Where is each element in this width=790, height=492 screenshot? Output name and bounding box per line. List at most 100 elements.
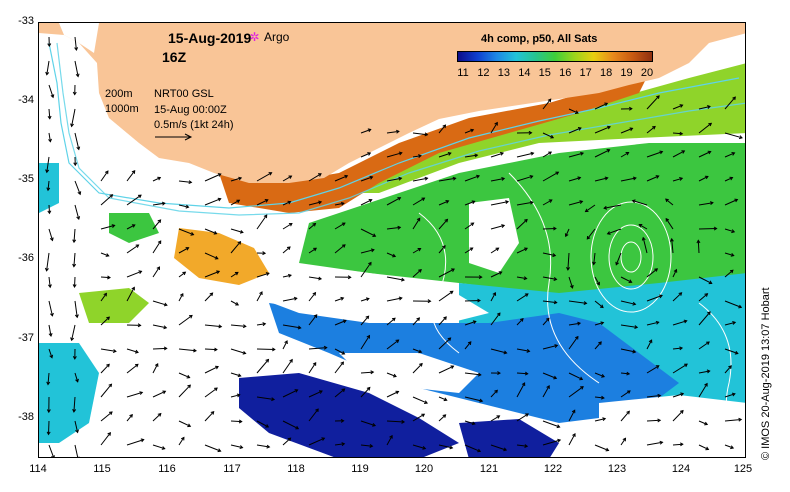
current-vector-head	[313, 314, 318, 318]
current-vector-head	[397, 225, 402, 230]
current-vector-head	[77, 191, 82, 196]
current-vector-head	[707, 150, 712, 155]
current-vector-head	[294, 389, 299, 393]
current-vector	[360, 228, 376, 237]
current-vector	[178, 420, 191, 427]
current-vector-head	[652, 125, 656, 130]
current-vector-head	[471, 200, 476, 205]
current-vector-head	[45, 169, 50, 174]
lon-label: 119	[351, 463, 369, 475]
current-vector-head	[477, 448, 482, 453]
current-vector-head	[604, 176, 609, 181]
current-vector-head	[503, 350, 508, 355]
current-vector-head	[74, 47, 79, 51]
current-vector	[412, 197, 425, 206]
current-vector	[126, 439, 144, 446]
current-vector-head	[530, 151, 535, 156]
current-vector-head	[242, 350, 247, 355]
current-vector	[698, 293, 708, 302]
current-vector-head	[632, 301, 637, 306]
current-vector	[46, 252, 50, 271]
current-vector	[282, 274, 292, 278]
current-vector	[334, 202, 344, 206]
current-vector-head	[529, 175, 534, 179]
current-vector-head	[579, 376, 584, 381]
current-vector-head	[708, 280, 713, 285]
current-vector-head	[577, 127, 582, 131]
current-vector	[672, 363, 688, 374]
current-vector-head	[215, 365, 219, 370]
current-vector-head	[263, 214, 268, 219]
current-vector	[698, 383, 708, 398]
current-vector	[282, 437, 291, 446]
current-vector	[74, 420, 79, 433]
current-vector-head	[140, 438, 145, 443]
current-vector-head	[321, 437, 326, 441]
current-vector-head	[679, 442, 684, 447]
current-vector-head	[236, 199, 241, 204]
current-vector-head	[655, 320, 660, 325]
current-vector	[542, 344, 558, 350]
current-vector	[724, 444, 734, 449]
current-vector-head	[131, 224, 136, 228]
current-vector-head	[503, 447, 508, 452]
current-vector-head	[47, 43, 52, 48]
current-vector-head	[389, 434, 393, 439]
current-vector	[672, 104, 683, 110]
current-vector-head	[521, 382, 526, 387]
current-vector	[73, 252, 76, 267]
current-vector-head	[369, 444, 374, 448]
current-vector-head	[580, 386, 584, 390]
current-vector-head	[75, 429, 79, 434]
current-vector-head	[188, 314, 193, 319]
current-vector-head	[108, 411, 113, 415]
current-vector	[48, 324, 52, 337]
current-vector	[516, 247, 528, 254]
current-vector	[334, 388, 345, 398]
current-vector-head	[566, 266, 571, 271]
lon-label: 117	[223, 463, 241, 475]
current-vector-head	[548, 199, 553, 203]
colorbar-title: 4h comp, p50, All Sats	[481, 33, 598, 45]
current-vector	[724, 365, 732, 374]
current-vector-head	[684, 363, 688, 368]
current-vector	[126, 364, 139, 374]
current-vector	[256, 272, 270, 278]
vector-scale-arrow	[155, 133, 193, 141]
current-vector-head	[131, 170, 136, 174]
current-vector	[74, 132, 80, 150]
vector-scale-label: 0.5m/s (1kt 24h)	[154, 119, 234, 131]
current-vector	[152, 390, 166, 398]
current-vector-head	[596, 281, 600, 286]
current-vector	[308, 437, 325, 446]
current-vector	[464, 320, 476, 326]
current-vector-head	[73, 162, 78, 167]
current-vector-head	[730, 445, 735, 450]
current-vector-head	[340, 296, 345, 301]
current-vector-head	[659, 150, 664, 155]
current-vector	[282, 324, 301, 329]
current-vector	[490, 178, 505, 182]
current-vector-head	[190, 231, 195, 236]
current-vector-head	[524, 371, 529, 376]
current-vector	[126, 194, 142, 206]
current-vector-head	[615, 261, 619, 266]
current-vector	[438, 290, 454, 302]
current-vector-head	[182, 271, 187, 276]
current-vector	[490, 444, 507, 451]
current-vector	[152, 363, 159, 374]
current-vector	[698, 175, 709, 182]
current-vector-head	[49, 237, 54, 242]
current-vector	[594, 444, 609, 451]
current-vector	[672, 150, 685, 158]
current-vector-head	[704, 175, 709, 180]
current-vector	[464, 175, 480, 182]
current-vector-head	[295, 425, 300, 430]
current-vector-head	[467, 341, 472, 345]
current-vector	[698, 122, 712, 134]
current-vector-head	[318, 200, 323, 205]
current-vector	[46, 156, 50, 173]
current-vector	[230, 348, 246, 354]
current-vector-head	[341, 222, 346, 227]
colorbar-tick-label: 18	[599, 67, 613, 79]
